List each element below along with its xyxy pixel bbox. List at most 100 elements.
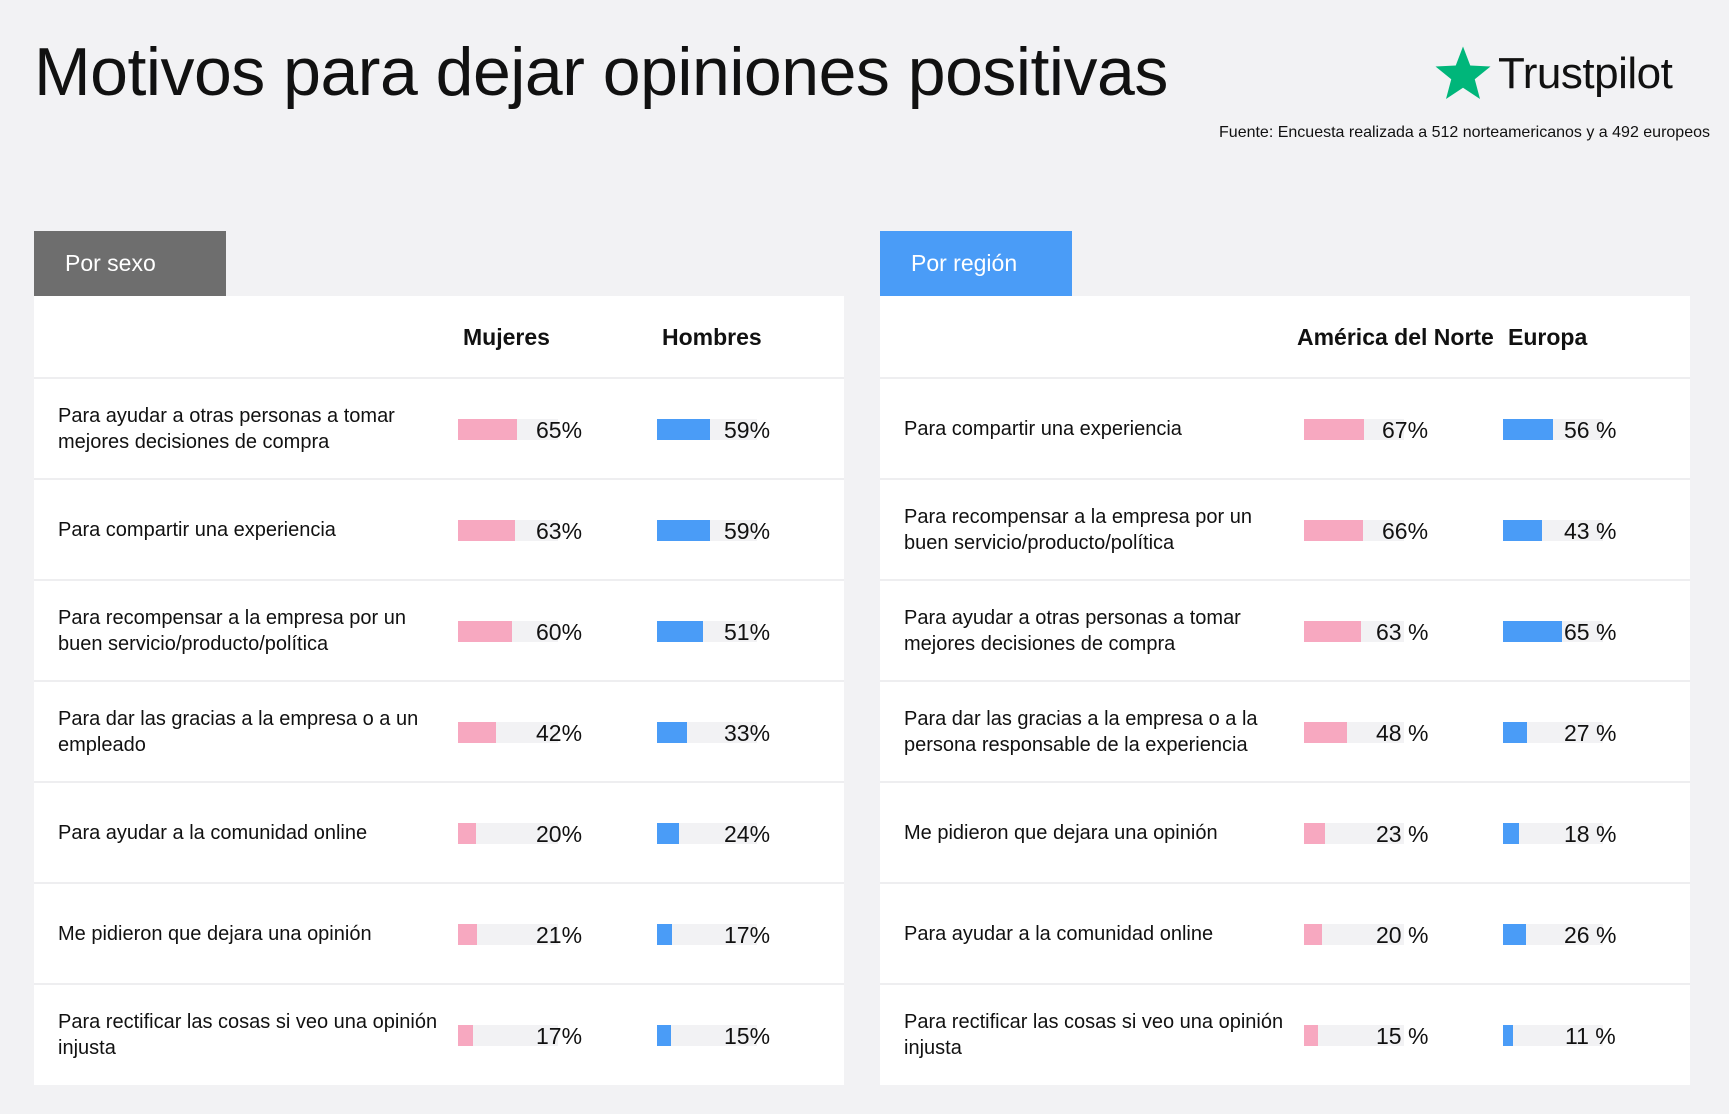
page-title: Motivos para dejar opiniones positivas: [34, 34, 1168, 110]
data-label: 66%: [1382, 518, 1429, 544]
table-row: Para recompensar a la empresa por un bue…: [880, 480, 1690, 581]
bar-track: [1304, 722, 1404, 743]
data-label: 23 %: [1376, 821, 1429, 847]
source-note: Fuente: Encuesta realizada a 512 norteam…: [1219, 124, 1710, 141]
bar-track: [1304, 1025, 1404, 1046]
data-label: 15%: [724, 1023, 771, 1049]
bar-series-1: [1304, 621, 1361, 642]
bar-series-2: [1503, 722, 1528, 743]
bar-series-1: [1304, 722, 1348, 743]
panel-por-sexo: Por sexo Mujeres Hombres Para ayudar a o…: [34, 231, 844, 1085]
row-label: Para rectificar las cosas si veo una opi…: [58, 1011, 438, 1059]
star-icon: [1435, 46, 1491, 99]
bar-track: [1503, 722, 1603, 743]
data-label: 27 %: [1564, 720, 1617, 746]
row-label: Me pidieron que dejara una opinión: [58, 922, 372, 945]
table-row: Para dar las gracias a la empresa o a un…: [34, 682, 844, 783]
table-row: Para ayudar a la comunidad online 20% 24%: [34, 783, 844, 884]
row-label: Para ayudar a la comunidad online: [58, 821, 368, 844]
table-row: Para ayudar a la comunidad online 20 % 26 …: [880, 884, 1690, 985]
table-row: Para rectificar las cosas si veo una opi…: [880, 985, 1690, 1085]
chart-rows-sexo: Para ayudar a otras personas a tomar mej…: [34, 379, 844, 1085]
data-label: 26 %: [1564, 922, 1617, 948]
col-header-mujeres: Mujeres: [463, 324, 550, 350]
bar-series-1: [458, 924, 477, 945]
data-label: 63%: [536, 518, 583, 544]
bar-track: [1503, 419, 1603, 440]
data-label: 63 %: [1376, 619, 1429, 645]
bar-track: [1304, 823, 1404, 844]
row-label: Para rectificar las cosas si veo una opi…: [904, 1011, 1284, 1059]
bar-series-1: [458, 520, 515, 541]
data-label: 59%: [724, 417, 771, 443]
data-label: 67%: [1382, 417, 1429, 443]
data-label: 51%: [724, 619, 771, 645]
trustpilot-logo: Trustpilot: [1432, 44, 1673, 104]
row-label: Para ayudar a la comunidad online: [904, 922, 1214, 945]
bar-series-1: [1304, 520, 1364, 541]
bar-series-1: [458, 823, 476, 844]
chart-card-sexo: Mujeres Hombres Para ayudar a otras pers…: [34, 296, 844, 1085]
table-row: Para compartir una experiencia 67% 56 %: [880, 379, 1690, 480]
row-label: Para ayudar a otras personas a tomar mej…: [904, 606, 1241, 655]
table-row: Me pidieron que dejara una opinión 23 % 18…: [880, 783, 1690, 884]
tab-por-region[interactable]: Por región: [880, 231, 1072, 296]
row-label: Para compartir una experiencia: [58, 518, 336, 541]
bar-series-1: [458, 1025, 474, 1046]
row-label: Me pidieron que dejara una opinión: [904, 821, 1218, 844]
bar-series-2: [1503, 419, 1554, 440]
table-row: Para dar las gracias a la empresa o a la…: [880, 682, 1690, 783]
bar-track: [1503, 621, 1603, 642]
table-row: Para compartir una experiencia 63% 59%: [34, 480, 844, 581]
data-label: 65 %: [1564, 619, 1617, 645]
column-headers: América del Norte Europa: [880, 296, 1690, 379]
tab-por-sexo[interactable]: Por sexo: [34, 231, 226, 296]
data-label: 11 %: [1565, 1023, 1616, 1049]
data-label: 43 %: [1564, 518, 1617, 544]
bar-track: [657, 419, 757, 440]
row-label: Para dar las gracias a la empresa o a la…: [904, 707, 1258, 756]
bar-series-1: [458, 722, 496, 743]
row-label: Para dar las gracias a la empresa o a un…: [58, 707, 419, 756]
table-row: Me pidieron que dejara una opinión 21% 17%: [34, 884, 844, 985]
data-label: 24%: [724, 821, 771, 847]
bar-track: [1304, 520, 1404, 541]
table-row: Para ayudar a otras personas a tomar mej…: [880, 581, 1690, 682]
data-label: 18 %: [1564, 821, 1617, 847]
data-label: 15 %: [1376, 1023, 1429, 1049]
bar-track: [1503, 520, 1603, 541]
bar-series-1: [458, 419, 517, 440]
bar-track: [458, 419, 558, 440]
data-label: 42%: [536, 720, 583, 746]
data-label: 20%: [536, 821, 583, 847]
bar-track: [1304, 924, 1404, 945]
bar-series-1: [1304, 1025, 1318, 1046]
bar-track: [657, 520, 757, 541]
row-label: Para recompensar a la empresa por un bue…: [58, 606, 406, 655]
bar-series-2: [1503, 1025, 1513, 1046]
bar-track: [1503, 924, 1603, 945]
bar-series-1: [1304, 823, 1325, 844]
bar-series-2: [1503, 823, 1520, 844]
panel-por-region: Por región América del Norte Europa Para…: [880, 231, 1690, 1085]
row-label: Para compartir una experiencia: [904, 417, 1182, 440]
bar-track: [458, 924, 558, 945]
bar-track: [1503, 1025, 1603, 1046]
col-header-hombres: Hombres: [662, 324, 762, 350]
bar-track: [657, 924, 757, 945]
bar-series-1: [1304, 924, 1322, 945]
bar-series-2: [657, 722, 687, 743]
chart-card-region: América del Norte Europa Para compartir …: [880, 296, 1690, 1085]
bar-track: [458, 621, 558, 642]
table-row: Para recompensar a la empresa por un bue…: [34, 581, 844, 682]
col-header-europa: Europa: [1508, 324, 1588, 350]
column-headers: Mujeres Hombres: [34, 296, 844, 379]
col-header-america-del-norte: América del Norte: [1297, 324, 1494, 350]
table-row: Para ayudar a otras personas a tomar mej…: [34, 379, 844, 480]
bar-series-2: [657, 924, 673, 945]
data-label: 48 %: [1376, 720, 1429, 746]
data-label: 56 %: [1564, 417, 1617, 443]
data-label: 17%: [724, 922, 771, 948]
bar-series-2: [657, 520, 711, 541]
data-label: 33%: [724, 720, 771, 746]
